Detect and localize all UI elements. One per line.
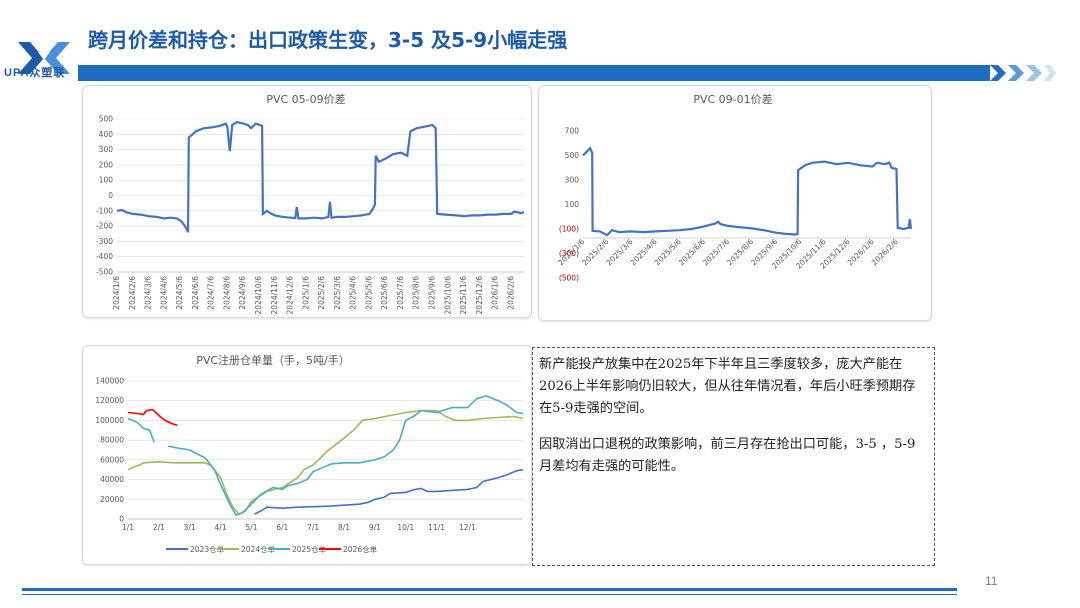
footer-line-thin [22,594,957,595]
y-tick-label: 200 [99,160,114,169]
note-paragraph-1: 新产能投产放集中在2025年下半年且三季度较多，庞大产能在2026上半年影响仍旧… [539,357,916,416]
y-tick-label: 140000 [95,377,124,386]
chart-title: PVC注册仓单量（手，5吨/手） [196,353,350,367]
legend-label: 2023仓单 [190,544,225,554]
chart-panel-warehouse-receipts: PVC注册仓单量（手，5吨/手） 140000 120000 100000 80000 6… [82,345,532,565]
y-tick-label: 40000 [100,475,124,484]
x-tick-label: 2024/11/6 [270,276,279,315]
x-tick-label: 2025/9/6 [428,276,437,310]
note-box: 新产能投产放集中在2025年下半年且三季度较多，庞大产能在2026上半年影响仍旧… [532,347,935,566]
chart-title: PVC 09-01价差 [693,92,772,106]
x-tick-label: 2026/2/6 [506,276,515,310]
x-tick-label: 2025/1/6 [301,276,310,310]
x-tick-label: 3/1 [184,523,196,532]
x-tick-label: 2024/3/6 [144,276,153,310]
y-tick-label: 100 [99,176,114,185]
x-tick-label: 2024/5/6 [175,276,184,310]
y-tick-label: -400 [96,252,113,261]
legend-label: 2025仓单 [292,544,327,554]
series-line-2024仓单 [127,409,524,516]
page-title: 跨月价差和持仓：出口政策生变，3-5 及5-9小幅走强 [88,28,568,52]
page-number: 11 [985,574,998,588]
chart-title: PVC 05-09价差 [266,92,345,106]
series-line-2026仓单 [127,408,178,427]
x-tick-label: 2025/7/6 [396,276,405,310]
x-tick-label: 10/1 [397,523,414,532]
x-tick-label: 2025/12/6 [475,276,484,315]
y-tick-label: 0 [108,191,113,200]
x-tick-label: 2026/2/6 [870,237,900,267]
chart-panel-05-09: PVC 05-09价差 500 400 300 200 100 0 -100 -200 -300 -… [82,85,532,318]
x-tick-label: 2025/2/6 [317,276,326,310]
series-line-2023仓单 [254,468,524,515]
chart-warehouse-receipts: PVC注册仓单量（手，5吨/手） 140000 120000 100000 80000 6… [95,353,524,554]
x-tick-label: 11/1 [428,523,445,532]
note-paragraph-2: 因取消出口退税的政策影响，前三月存在抢出口可能，3-5 ，5-9月差均有走强的可… [539,437,916,474]
x-tick-label: 2024/7/6 [207,276,216,310]
y-tick-label: 20000 [100,495,124,504]
legend-label: 2026仓单 [343,544,378,554]
x-tick-label: 2024/1/6 [112,276,121,310]
y-tick-label: (500) [559,274,579,283]
chart-09-01-spread: PVC 09-01价差 700 500 300 100 (100) (300) (500) 20… [556,92,913,283]
x-tick-label: 2024/8/6 [222,276,231,310]
x-tick-label: 2025/3/6 [333,276,342,310]
y-tick-label: -100 [96,206,113,215]
x-tick-label: 2025/10/6 [443,276,452,315]
x-tick-label: 6/1 [276,523,288,532]
series-line-series-0 [582,146,913,237]
y-tick-label: 500 [99,115,114,124]
y-tick-label: 80000 [100,436,124,445]
x-tick-label: 2025/5/6 [364,276,373,310]
x-tick-label: 2024/9/6 [238,276,247,310]
series-line-series-0 [116,120,525,233]
x-tick-label: 2026/1/6 [491,276,500,310]
x-tick-label: 7/1 [307,523,319,532]
y-tick-label: 400 [99,130,114,139]
x-tick-label: 2024/10/6 [254,276,263,315]
x-tick-label: 8/1 [338,523,350,532]
chart-05-09-spread: PVC 05-09价差 500 400 300 200 100 0 -100 -200 -300 -… [96,92,525,315]
x-tick-label: 9/1 [369,523,381,532]
x-tick-label: 2025/8/6 [412,276,421,310]
upa-logo [18,42,70,74]
y-tick-label: 100000 [95,416,124,425]
x-tick-label: 2024/2/6 [128,276,137,310]
x-tick-label: 2024/12/6 [286,276,295,315]
x-tick-label: 2025/11/6 [459,276,468,315]
x-tick-label: 5/1 [245,523,257,532]
logo-text: UPA众塑联 [4,67,66,79]
y-tick-label: -500 [96,268,113,277]
x-tick-label: 12/1 [459,523,476,532]
x-tick-label: 2024/6/6 [191,276,200,310]
chevron-arrows-icon [990,65,1056,81]
x-tick-label: 2025/6/6 [380,276,389,310]
x-tick-label: 2/1 [153,523,165,532]
chart-panel-09-01: PVC 09-01价差 700 500 300 100 (100) (300) (500) 20… [538,85,932,321]
title-underline-bar [78,65,990,81]
y-tick-label: (300) [559,249,579,258]
x-tick-label: 4/1 [215,523,227,532]
y-tick-label: 300 [565,176,580,185]
legend-label: 2024仓单 [241,544,276,554]
y-tick-label: -200 [96,222,113,231]
y-tick-label: 60000 [100,455,124,464]
x-tick-label: 2024/4/6 [159,276,168,310]
y-tick-label: -300 [96,237,113,246]
y-tick-label: 120000 [95,396,124,405]
y-tick-label: 500 [565,151,580,160]
y-tick-label: 0 [119,515,124,524]
y-tick-label: 700 [565,127,580,136]
y-tick-label: (100) [559,225,579,234]
footer-line [22,588,957,591]
series-line-2025仓单 [127,394,524,517]
y-tick-label: 100 [565,200,580,209]
x-tick-label: 1/1 [122,523,134,532]
y-tick-label: 300 [99,145,114,154]
x-tick-label: 2025/4/6 [349,276,358,310]
